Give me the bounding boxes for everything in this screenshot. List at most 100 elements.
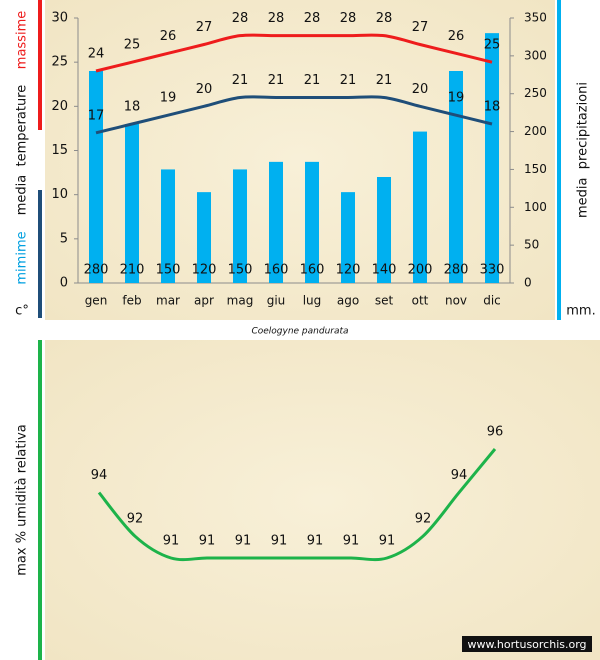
line-label: 91 <box>163 534 180 549</box>
y-tick-label: 25 <box>51 55 68 70</box>
y-unit: c° <box>15 304 29 319</box>
x-tick-label: mar <box>156 294 180 308</box>
bar-label: 120 <box>336 263 361 278</box>
line-label: 28 <box>340 11 357 26</box>
line-label: 20 <box>196 82 213 97</box>
y-tick-label: 30 <box>51 11 68 26</box>
y2-unit: mm. <box>566 304 595 319</box>
bar-label: 150 <box>156 263 181 278</box>
line-label: 91 <box>379 534 396 549</box>
line-label: 27 <box>412 20 429 35</box>
x-tick-label: ott <box>412 294 429 308</box>
y-tick-label: 20 <box>51 99 68 114</box>
line-label: 18 <box>484 100 501 115</box>
y2-tick-label: 300 <box>524 48 547 62</box>
bar <box>161 169 175 283</box>
ylabel-max: massime <box>15 11 30 69</box>
y2-tick-label: 250 <box>524 86 547 100</box>
y-tick-label: 5 <box>60 231 68 246</box>
y2-tick-label: 350 <box>524 11 547 25</box>
line-label: 92 <box>415 512 432 527</box>
line-label: 21 <box>376 73 393 88</box>
x-tick-label: mag <box>227 294 254 308</box>
line-label: 92 <box>127 512 144 527</box>
watermark-box <box>462 636 592 652</box>
y2-tick-label: 200 <box>524 124 547 138</box>
bar <box>233 169 247 283</box>
line-label: 28 <box>232 11 249 26</box>
bar <box>341 192 355 283</box>
bar-label: 160 <box>300 263 325 278</box>
line-label: 96 <box>487 425 504 440</box>
bar-label: 210 <box>120 263 145 278</box>
line-label: 21 <box>232 73 249 88</box>
bar <box>485 33 499 284</box>
line-label: 91 <box>307 534 324 549</box>
bar <box>449 71 463 283</box>
line-label: 28 <box>268 11 285 26</box>
humidity-label: max % umidità relativa <box>15 424 30 576</box>
line-label: 20 <box>412 82 429 97</box>
bar <box>377 177 391 283</box>
y2-tick-label: 150 <box>524 162 547 176</box>
y2label: media precipitazioni <box>576 82 591 218</box>
line-label: 28 <box>304 11 321 26</box>
line-label: 91 <box>235 534 252 549</box>
x-tick-label: nov <box>445 294 467 308</box>
y-tick-label: 15 <box>51 143 68 158</box>
x-tick-label: giu <box>267 294 286 308</box>
y2-tick-label: 0 <box>524 276 532 290</box>
line-label: 19 <box>160 91 177 106</box>
line-label: 28 <box>376 11 393 26</box>
ylabel-min: mimime <box>15 231 30 284</box>
y-tick-label: 10 <box>51 187 68 202</box>
bar-label: 120 <box>192 263 217 278</box>
bar-label: 140 <box>372 263 397 278</box>
bar-label: 280 <box>84 263 109 278</box>
bar <box>125 124 139 283</box>
line-label: 21 <box>340 73 357 88</box>
line-label: 25 <box>484 38 501 53</box>
bar <box>413 131 427 283</box>
bar <box>305 161 319 283</box>
bottom-panel <box>45 340 600 660</box>
stripe-precip <box>557 0 561 320</box>
line-label: 27 <box>196 20 213 35</box>
line-label: 18 <box>124 100 141 115</box>
line-label: 91 <box>271 534 288 549</box>
line-label: 94 <box>91 468 108 483</box>
x-tick-label: lug <box>303 294 322 308</box>
ylabel: media temperature <box>15 85 30 215</box>
x-tick-label: feb <box>122 294 141 308</box>
y-tick-label: 0 <box>60 276 68 291</box>
y2-tick-label: 50 <box>524 238 539 252</box>
line-label: 26 <box>448 29 465 44</box>
line-label: 91 <box>199 534 216 549</box>
bar-label: 280 <box>444 263 469 278</box>
bar-label: 200 <box>408 263 433 278</box>
x-tick-label: ago <box>337 294 359 308</box>
line-label: 21 <box>304 73 321 88</box>
line-label: 21 <box>268 73 285 88</box>
bar-label: 330 <box>480 263 505 278</box>
bar <box>89 71 103 283</box>
bar <box>197 192 211 283</box>
bar <box>269 161 283 283</box>
stripe-max <box>38 0 42 130</box>
line-label: 19 <box>448 91 465 106</box>
stripe-humidity <box>38 340 42 660</box>
x-tick-label: gen <box>85 294 108 308</box>
caption: Coelogyne pandurata <box>251 327 348 337</box>
y2-tick-label: 100 <box>524 200 547 214</box>
x-tick-label: apr <box>194 294 214 308</box>
watermark: www.hortusorchis.org <box>467 638 586 651</box>
line-label: 26 <box>160 29 177 44</box>
line <box>95 33 493 73</box>
x-tick-label: set <box>375 294 394 308</box>
bar-label: 150 <box>228 263 253 278</box>
line-label: 24 <box>88 47 105 62</box>
line <box>95 95 493 135</box>
line-label: 94 <box>451 468 468 483</box>
line-label: 91 <box>343 534 360 549</box>
